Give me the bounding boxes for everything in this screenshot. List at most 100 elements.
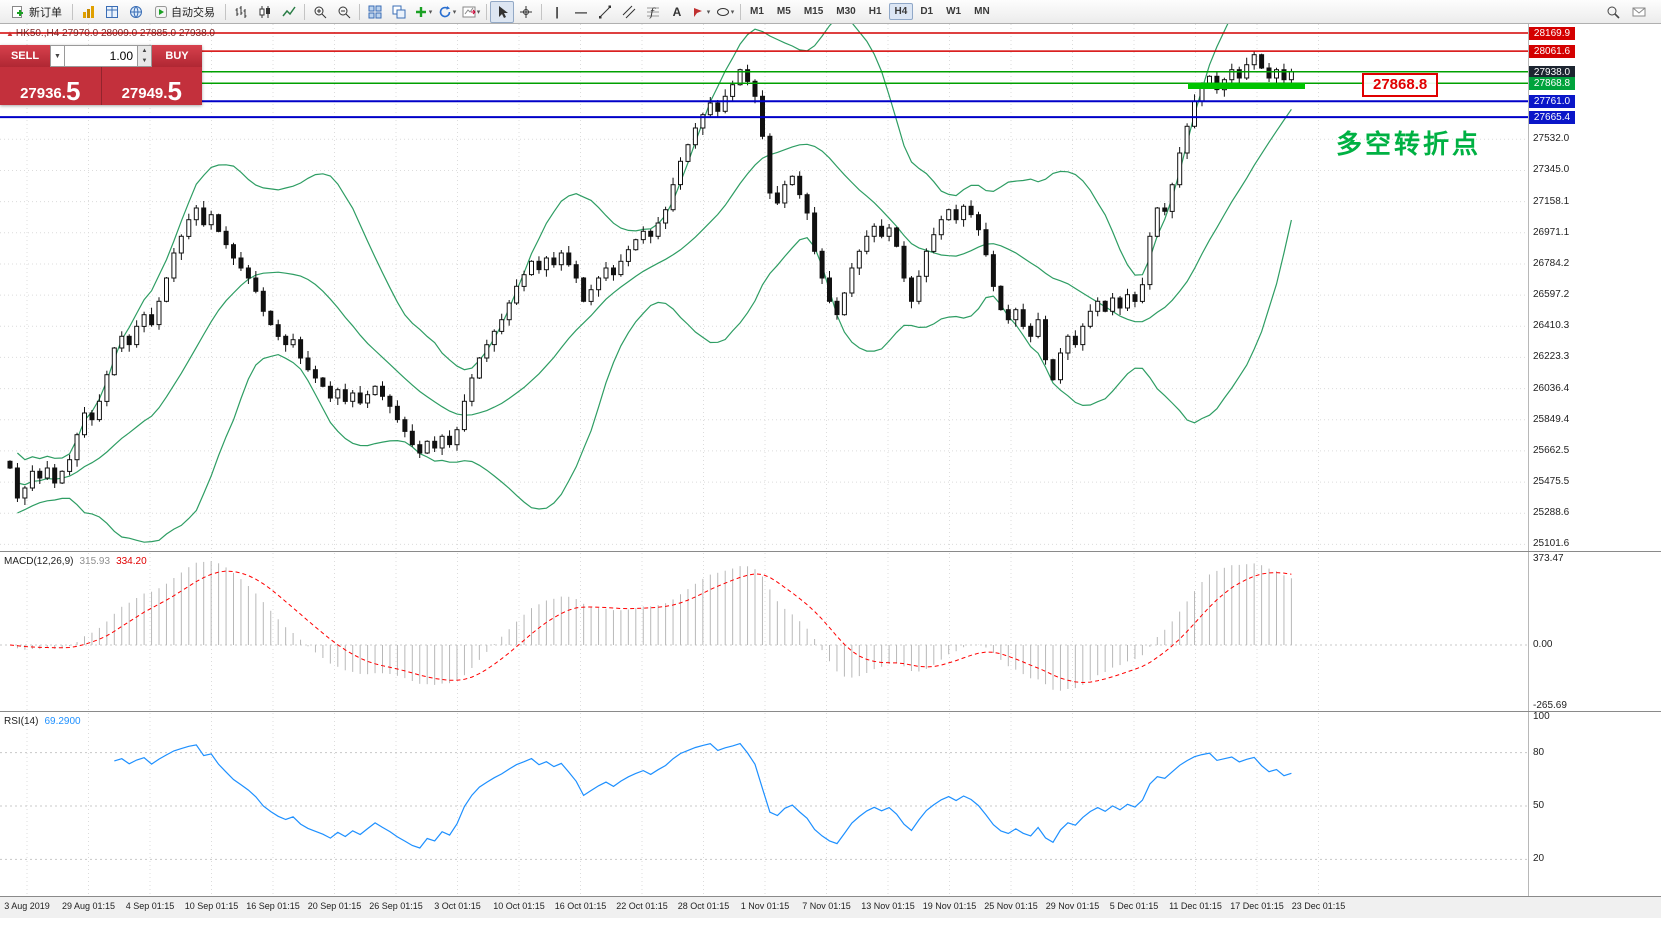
zoom-out-icon <box>338 6 351 18</box>
time-axis-label: 25 Nov 01:15 <box>984 901 1038 911</box>
axis-label: 27345.0 <box>1533 164 1570 176</box>
axis-label: 373.47 <box>1533 553 1564 564</box>
time-axis-label: 1 Nov 01:15 <box>740 901 790 911</box>
chevron-down-icon: ▾ <box>730 8 735 16</box>
timeframe-button-h4[interactable]: H4 <box>888 3 914 20</box>
text-tool-button[interactable]: A <box>665 1 689 23</box>
line-chart-icon <box>282 6 296 16</box>
axis-label: 80 <box>1533 746 1545 758</box>
buy-button[interactable]: BUY <box>152 45 202 67</box>
time-axis[interactable]: 3 Aug 2019 29 Aug 01:15 4 Sep 01:15 10 Sep … <box>0 896 1661 918</box>
search-button[interactable] <box>1601 1 1625 23</box>
axis-label: 100 <box>1533 711 1550 722</box>
price-chart-canvas[interactable] <box>0 24 1528 552</box>
add-indicator-button[interactable]: ▾ <box>411 1 435 23</box>
one-click-trading-panel: SELL ▼ ▲▼ BUY 27936.5 27949.5 <box>0 45 202 105</box>
rsi-indicator-label: RSI(14) 69.2900 <box>4 716 81 727</box>
rsi-panel-canvas[interactable] <box>0 713 1528 896</box>
bar-chart-mode-button[interactable] <box>229 1 253 23</box>
axis-label: 50 <box>1533 800 1545 811</box>
buy-price-button[interactable]: 27949. 5 <box>121 76 182 106</box>
new-order-button[interactable]: 新订单 <box>4 1 69 23</box>
auto-scroll-icon <box>439 5 451 17</box>
separator <box>541 3 542 20</box>
volume-stepper[interactable]: ▲ ▼ <box>138 45 152 67</box>
separator <box>740 3 741 20</box>
cursor-tool-button[interactable] <box>490 0 514 23</box>
market-watch-button[interactable] <box>100 1 124 23</box>
cascade-windows-button[interactable] <box>387 1 411 23</box>
chart-shift-button[interactable]: ▾ <box>459 1 483 23</box>
time-axis-label: 29 Nov 01:15 <box>1045 901 1100 911</box>
vertical-line-tool-button[interactable]: | <box>545 1 569 23</box>
separator <box>359 3 360 20</box>
chart-shift-icon <box>462 6 476 17</box>
axis-label: 25101.6 <box>1533 538 1570 550</box>
timeframe-button-m30[interactable]: M30 <box>836 6 856 17</box>
time-axis-label: 3 Oct 01:15 <box>434 901 481 911</box>
price-axis-marked-label: 28169.9 <box>1529 27 1575 40</box>
separator <box>225 3 226 20</box>
volume-input[interactable] <box>65 45 138 67</box>
price-axis-marked-label: 27665.4 <box>1529 111 1575 125</box>
axis-label: 27158.1 <box>1533 195 1570 207</box>
panel-splitter[interactable] <box>0 551 1661 552</box>
axis-label: 26597.2 <box>1533 289 1570 301</box>
time-axis-label: 10 Sep 01:15 <box>184 901 239 911</box>
time-axis-label: 3 Aug 2019 <box>4 901 50 911</box>
volume-dropdown[interactable]: ▼ <box>50 45 65 67</box>
time-axis-label: 23 Dec 01:15 <box>1291 901 1346 911</box>
timeframe-button-h1[interactable]: H1 <box>868 6 882 17</box>
line-chart-mode-button[interactable] <box>277 1 301 23</box>
time-axis-label: 7 Nov 01:15 <box>802 901 851 911</box>
time-axis-label: 13 Nov 01:15 <box>861 901 915 911</box>
trendline-tool-button[interactable] <box>593 1 617 23</box>
stepper-down-icon[interactable]: ▼ <box>141 58 148 64</box>
text-icon: A <box>672 4 682 19</box>
stepper-up-icon[interactable]: ▲ <box>141 48 148 54</box>
autotrading-label: 自动交易 <box>171 6 215 19</box>
sell-price-button[interactable]: 27936. 5 <box>0 67 102 105</box>
autotrading-button[interactable]: 自动交易 <box>148 1 222 23</box>
timeframe-button-m5[interactable]: M5 <box>776 6 791 17</box>
shapes-ellipse-icon <box>716 7 729 16</box>
zoom-in-button[interactable] <box>308 1 332 23</box>
svg-text:f: f <box>649 6 656 19</box>
time-axis-label: 5 Dec 01:15 <box>1109 901 1159 911</box>
channel-icon <box>622 5 636 18</box>
sell-button[interactable]: SELL <box>0 45 50 67</box>
candlestick-mode-button[interactable] <box>253 1 277 23</box>
shapes-tool-button[interactable]: ▾ <box>713 1 737 23</box>
navigator-button[interactable] <box>124 1 148 23</box>
macd-panel-canvas[interactable] <box>0 553 1528 711</box>
auto-scroll-button[interactable]: ▾ <box>435 1 459 23</box>
new-order-label: 新订单 <box>29 6 62 19</box>
new-chart-button[interactable] <box>76 1 100 23</box>
panel-splitter[interactable] <box>0 711 1661 712</box>
time-axis-label: 16 Oct 01:15 <box>554 901 607 911</box>
autotrading-play-icon <box>155 5 167 18</box>
time-axis-label: 28 Oct 01:15 <box>677 901 730 911</box>
timeframe-button-d1[interactable]: D1 <box>920 6 934 17</box>
price-axis[interactable]: 27532.0 27345.0 27158.1 26971.1 26784.2 26597… <box>1528 24 1661 896</box>
time-axis-label: 17 Dec 01:15 <box>1230 901 1284 911</box>
crosshair-tool-button[interactable] <box>514 1 538 23</box>
time-axis-label: 19 Nov 01:15 <box>922 901 977 911</box>
horizontal-line-tool-button[interactable]: — <box>569 1 593 23</box>
price-axis-marked-label: 27938.0 <box>1529 65 1575 79</box>
channel-tool-button[interactable] <box>617 1 641 23</box>
messages-button[interactable] <box>1627 1 1651 23</box>
axis-label: 25662.5 <box>1533 444 1570 456</box>
arrows-tool-button[interactable]: ▾ <box>689 1 713 23</box>
axis-label: 25288.6 <box>1533 507 1570 519</box>
tile-windows-button[interactable] <box>363 1 387 23</box>
timeframe-button-mn[interactable]: MN <box>974 6 990 17</box>
timeframe-button-w1[interactable]: W1 <box>946 6 962 17</box>
timeframe-button-m1[interactable]: M1 <box>750 6 764 17</box>
fibonacci-tool-button[interactable]: f <box>641 1 665 23</box>
timeframe-button-m15[interactable]: M15 <box>803 6 824 17</box>
zoom-out-button[interactable] <box>332 1 356 23</box>
time-axis-label: 29 Aug 01:15 <box>61 901 116 911</box>
separator <box>486 3 487 20</box>
axis-label: -265.69 <box>1533 700 1567 712</box>
